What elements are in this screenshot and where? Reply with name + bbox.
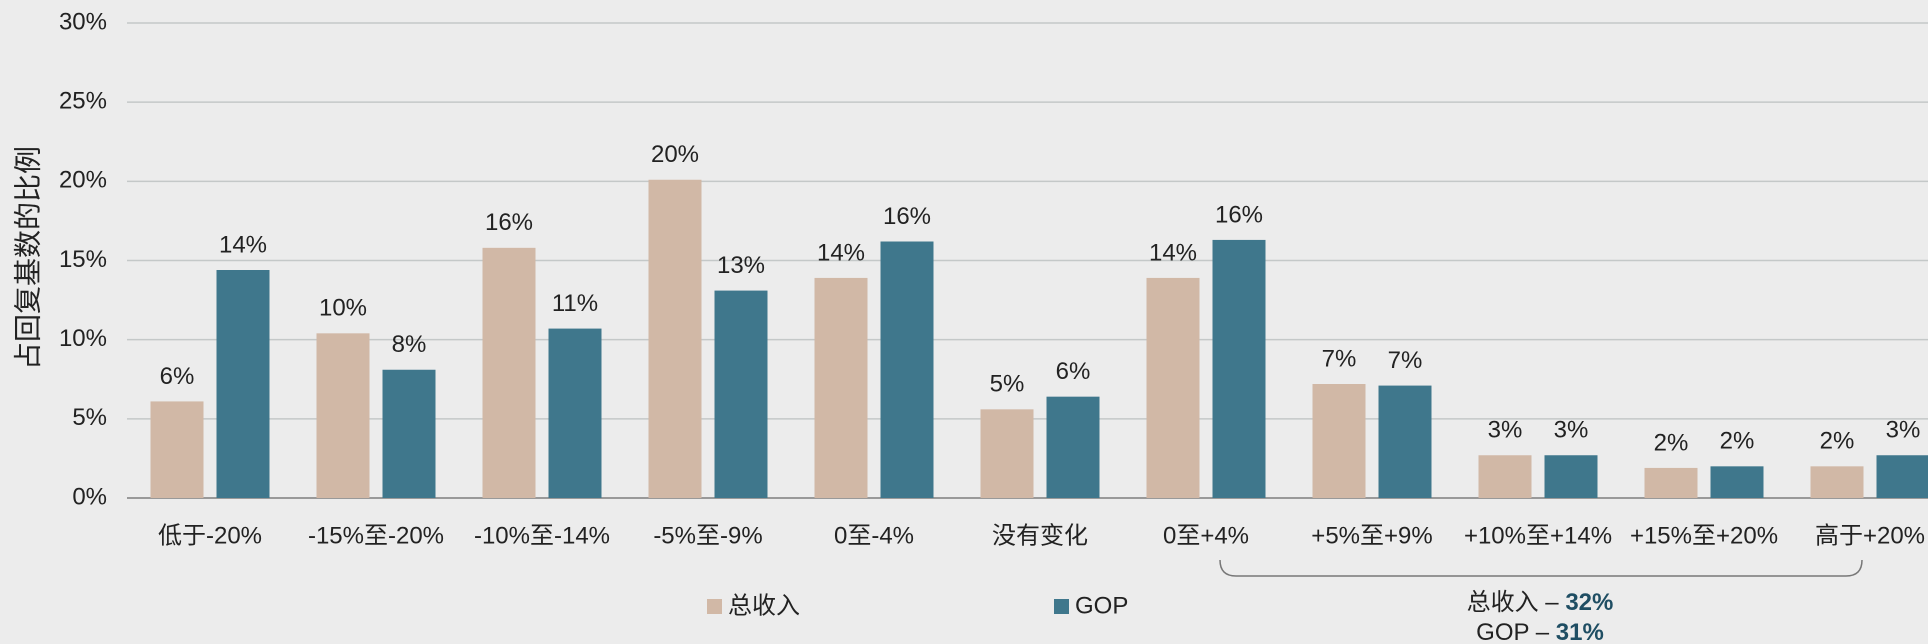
value-label: 11% <box>552 290 598 317</box>
bar <box>1478 455 1532 498</box>
value-label: 2% <box>1720 428 1755 455</box>
x-tick-label: 0至+4% <box>1163 522 1249 549</box>
x-tick-label: +15%至+20% <box>1630 522 1778 549</box>
value-label: 3% <box>1886 417 1921 444</box>
value-label: 20% <box>651 141 699 168</box>
value-label: 3% <box>1488 417 1523 444</box>
value-label: 2% <box>1820 428 1855 455</box>
value-label: 3% <box>1554 417 1589 444</box>
bar <box>814 277 868 498</box>
note-value: 32% <box>1565 589 1613 616</box>
y-tick-label: 0% <box>72 483 107 510</box>
value-label: 2% <box>1654 429 1689 456</box>
bracket-note: GOP – 31% <box>1476 619 1604 644</box>
bar <box>1046 396 1100 498</box>
bar <box>1876 455 1928 498</box>
x-tick-label: -5%至-9% <box>653 522 762 549</box>
legend-label: 总收入 <box>728 592 800 619</box>
y-tick-label: 10% <box>59 325 107 352</box>
bar <box>714 290 768 498</box>
bar <box>1146 277 1200 498</box>
value-label: 10% <box>319 295 367 322</box>
x-tick-label: 低于-20% <box>158 522 262 549</box>
bar <box>1544 455 1598 498</box>
bar <box>382 369 436 498</box>
bar <box>880 241 934 498</box>
x-tick-label: 0至-4% <box>834 522 914 549</box>
value-label: 8% <box>392 331 427 358</box>
bracket-note: 总收入 – 32% <box>1467 589 1614 616</box>
value-label: 14% <box>817 239 865 266</box>
value-label: 14% <box>1149 239 1197 266</box>
value-label: 6% <box>160 363 195 390</box>
note-label: 总收入 – <box>1467 589 1560 616</box>
x-tick-label: +10%至+14% <box>1464 522 1612 549</box>
x-tick-label: 高于+20% <box>1815 522 1925 549</box>
bar <box>150 401 204 498</box>
legend-swatch <box>707 599 722 614</box>
value-label: 5% <box>990 371 1025 398</box>
bracket <box>1219 559 1863 577</box>
legend-swatch <box>1054 599 1069 614</box>
bar <box>980 409 1034 498</box>
value-label: 13% <box>717 252 765 279</box>
note-label: GOP – <box>1476 619 1550 644</box>
y-tick-label: 15% <box>59 246 107 273</box>
value-label: 14% <box>219 231 267 258</box>
x-tick-label: +5%至+9% <box>1311 522 1432 549</box>
legend-label: GOP <box>1075 592 1128 619</box>
bar <box>216 270 270 498</box>
x-tick-label: -15%至-20% <box>308 522 444 549</box>
bar <box>1644 467 1698 498</box>
bar <box>648 179 702 498</box>
bar <box>316 333 370 498</box>
value-label: 16% <box>1215 201 1263 228</box>
bar <box>1312 384 1366 498</box>
y-axis-label: 占回复基数的比例 <box>12 146 43 370</box>
x-tick-label: -10%至-14% <box>474 522 610 549</box>
value-label: 7% <box>1322 345 1357 372</box>
bar <box>548 328 602 498</box>
value-label: 6% <box>1056 358 1091 385</box>
bar <box>1378 385 1432 498</box>
bar <box>482 247 536 498</box>
value-label: 16% <box>485 209 533 236</box>
bar <box>1710 466 1764 498</box>
y-tick-label: 5% <box>72 404 107 431</box>
bar <box>1810 466 1864 498</box>
bar <box>1212 239 1266 498</box>
note-value: 31% <box>1556 619 1604 644</box>
y-tick-label: 25% <box>59 88 107 115</box>
x-tick-label: 没有变化 <box>992 522 1088 549</box>
value-label: 7% <box>1388 347 1423 374</box>
y-tick-label: 20% <box>59 167 107 194</box>
value-label: 16% <box>883 203 931 230</box>
y-tick-label: 30% <box>59 8 107 35</box>
